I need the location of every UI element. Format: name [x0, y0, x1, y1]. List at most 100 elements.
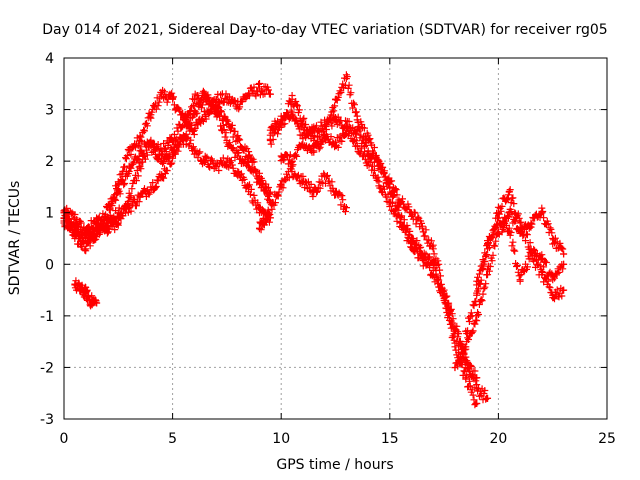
y-tick-label: -3	[40, 412, 54, 428]
data-point	[364, 157, 372, 165]
data-point	[245, 162, 253, 170]
x-tick-label: 20	[489, 431, 507, 447]
data-point	[158, 157, 166, 165]
data-point	[473, 291, 481, 299]
data-point	[82, 289, 90, 297]
data-point	[505, 224, 513, 232]
data-point	[332, 95, 339, 103]
data-point	[549, 235, 557, 242]
data-point	[560, 250, 568, 258]
data-point	[473, 281, 481, 289]
data-point	[223, 95, 231, 103]
data-point	[77, 286, 85, 294]
data-point	[136, 147, 144, 155]
data-point	[321, 173, 329, 181]
data-point	[418, 255, 426, 263]
data-point	[234, 100, 242, 108]
data-point	[234, 167, 242, 175]
data-point	[516, 276, 524, 284]
data-point	[71, 214, 79, 222]
data-point	[93, 229, 101, 237]
data-point	[353, 142, 361, 150]
data-point	[255, 224, 263, 232]
data-point	[245, 90, 253, 98]
y-tick-label: 1	[45, 206, 54, 222]
data-point	[408, 240, 416, 248]
data-point	[212, 162, 220, 170]
plot-frame	[63, 57, 608, 420]
data-point	[473, 400, 481, 408]
data-point	[125, 204, 133, 212]
data-point	[201, 157, 209, 165]
data-point	[451, 363, 459, 371]
gridlines	[64, 58, 607, 419]
data-point	[332, 142, 339, 150]
data-point	[114, 188, 122, 196]
axis-ticks: 0 5 10 15 20 25 -3 -2 -1 0 1 2 3 4	[40, 51, 616, 447]
data-point	[299, 178, 307, 186]
data-point	[538, 255, 546, 263]
data-point	[332, 188, 339, 196]
data-point	[71, 235, 79, 242]
x-tick-label: 15	[381, 431, 399, 447]
data-point	[190, 111, 198, 119]
data-point	[136, 162, 144, 170]
data-point	[234, 152, 242, 160]
x-axis-label: GPS time / hours	[276, 457, 393, 473]
data-point	[147, 183, 155, 191]
data-point	[277, 183, 285, 191]
data-point	[103, 219, 111, 227]
data-point	[223, 116, 231, 124]
y-tick-label: 2	[45, 154, 54, 170]
series-track-10	[451, 204, 568, 372]
data-point	[549, 291, 557, 299]
y-tick-label: 3	[45, 103, 54, 119]
data-point	[190, 147, 198, 155]
data-point	[397, 219, 405, 227]
data-point	[516, 219, 524, 227]
data-point	[332, 116, 339, 124]
data-point	[321, 131, 329, 139]
data-point	[136, 137, 144, 145]
data-point	[223, 157, 231, 165]
data-point	[353, 116, 361, 124]
data-point	[473, 374, 481, 382]
data-point	[484, 240, 492, 248]
data-point	[125, 167, 133, 175]
data-point	[364, 137, 372, 145]
data-point	[549, 276, 557, 284]
data-point	[255, 173, 263, 181]
data-point	[255, 85, 263, 93]
data-point	[277, 152, 285, 160]
data-point	[93, 299, 101, 307]
x-tick-label: 25	[598, 431, 616, 447]
data-point	[527, 219, 535, 227]
y-tick-label: -1	[40, 309, 54, 325]
data-point	[375, 157, 383, 165]
series-track-5	[71, 277, 101, 310]
data-point	[234, 137, 242, 145]
data-point	[82, 235, 90, 242]
data-point	[169, 137, 177, 145]
data-point	[158, 90, 166, 98]
data-point	[201, 111, 209, 119]
data-point	[538, 271, 546, 279]
data-point	[201, 95, 209, 103]
data-point	[158, 173, 166, 181]
data-point	[125, 193, 133, 201]
data-point	[560, 286, 568, 294]
data-point	[136, 193, 144, 201]
data-point	[179, 116, 187, 124]
series-track-8	[277, 125, 481, 383]
data-point	[93, 214, 101, 222]
data-point	[451, 327, 459, 335]
data-point	[560, 260, 568, 268]
data-point	[484, 394, 492, 402]
data-point	[342, 204, 350, 212]
data-point	[310, 188, 318, 196]
data-point	[266, 137, 274, 145]
data-point	[147, 111, 155, 119]
data-point	[190, 95, 198, 103]
x-tick-label: 10	[272, 431, 290, 447]
data-point	[494, 214, 502, 222]
